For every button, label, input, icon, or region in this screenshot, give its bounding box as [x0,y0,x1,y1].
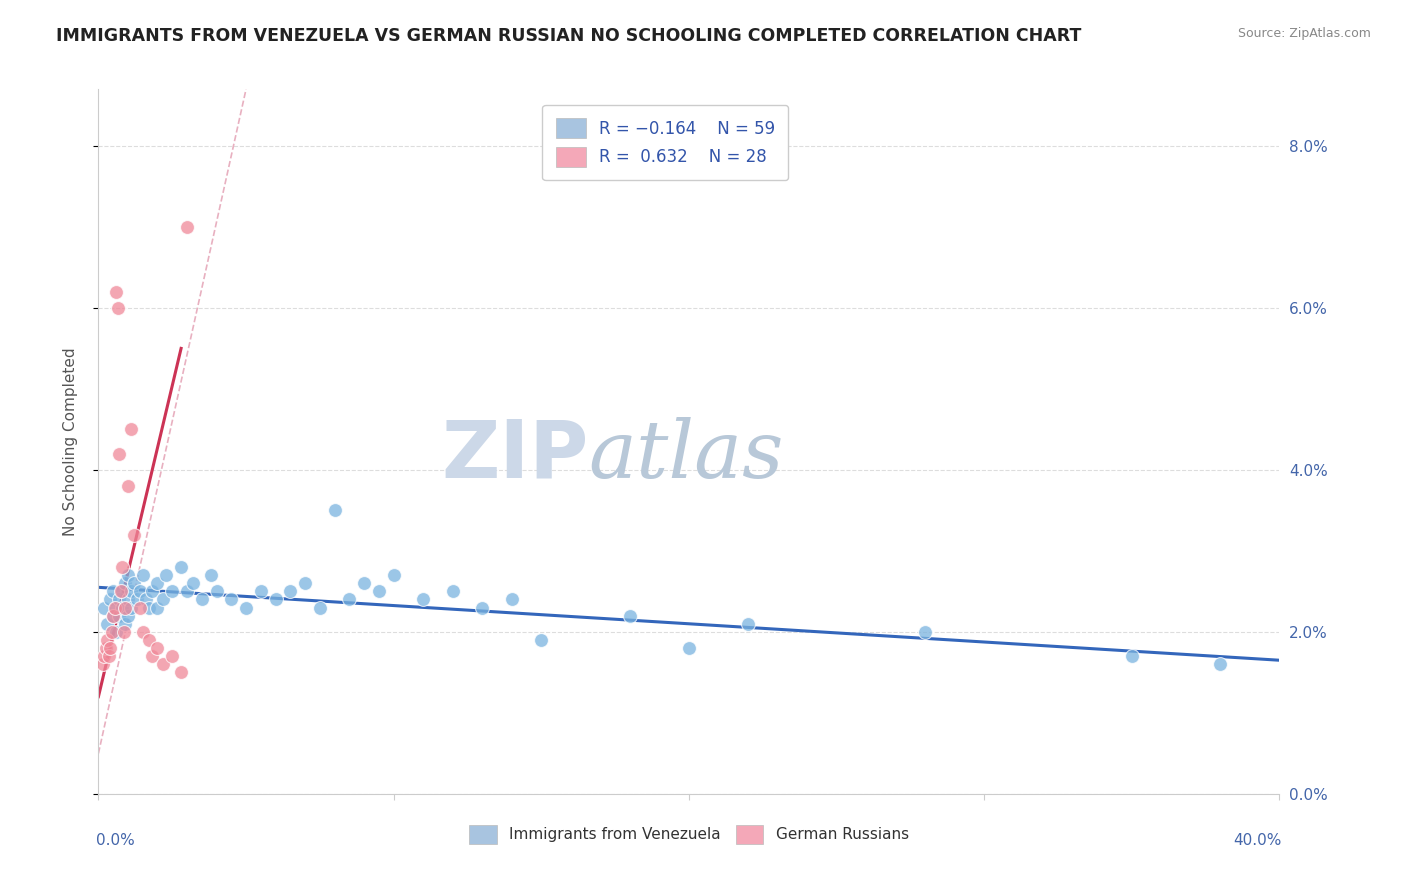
Point [108,447,131,461]
Point [181,576,204,591]
Point [103,584,125,599]
Point [170,665,193,680]
Point [105,624,128,639]
Point [382,568,405,582]
Point [105,285,128,299]
Point [200,568,222,582]
Point [294,576,316,591]
Point [96,616,118,631]
Point [221,592,243,607]
Point [205,584,228,599]
Point [155,568,177,582]
Point [114,616,136,631]
Point [471,600,494,615]
Text: atlas: atlas [589,417,785,494]
Point [117,592,139,607]
Point [619,608,641,623]
Point [103,608,125,623]
Point [97,649,120,664]
Point [339,592,361,607]
Point [250,584,273,599]
Point [111,600,134,615]
Point [122,576,145,591]
Point [98,592,121,607]
Point [108,592,131,607]
Y-axis label: No Schooling Completed: No Schooling Completed [63,347,77,536]
Point [93,600,115,615]
Point [93,649,115,664]
Text: IMMIGRANTS FROM VENEZUELA VS GERMAN RUSSIAN NO SCHOOLING COMPLETED CORRELATION C: IMMIGRANTS FROM VENEZUELA VS GERMAN RUSS… [56,27,1081,45]
Point [112,624,135,639]
Point [152,657,174,672]
Point [146,641,169,656]
Point [412,592,434,607]
Point [111,584,134,599]
Point [104,600,127,615]
Point [107,301,129,315]
Point [280,584,302,599]
Point [530,632,553,647]
Point [353,576,375,591]
Point [114,600,136,615]
Point [110,584,132,599]
Point [96,632,118,647]
Point [138,632,160,647]
Point [170,560,193,574]
Point [162,584,183,599]
Point [235,600,257,615]
Point [501,592,523,607]
Text: Source: ZipAtlas.com: Source: ZipAtlas.com [1237,27,1371,40]
Point [132,568,155,582]
Legend: Immigrants from Venezuela, German Russians: Immigrants from Venezuela, German Russia… [463,819,915,850]
Point [152,592,174,607]
Text: 40.0%: 40.0% [1233,832,1282,847]
Point [1121,649,1143,664]
Point [141,584,163,599]
Point [737,616,759,631]
Point [114,576,136,591]
Point [125,592,148,607]
Point [91,657,114,672]
Point [103,608,125,623]
Point [264,592,287,607]
Point [176,219,198,234]
Text: 0.0%: 0.0% [96,832,135,847]
Point [98,641,121,656]
Point [132,624,155,639]
Point [108,608,131,623]
Point [162,649,183,664]
Point [111,560,134,574]
Point [120,422,142,436]
Point [120,584,142,599]
Point [914,624,936,639]
Point [100,624,122,639]
Point [128,600,150,615]
Point [146,600,169,615]
Point [94,641,117,656]
Point [368,584,391,599]
Point [117,479,139,493]
Point [135,592,157,607]
Text: ZIP: ZIP [441,417,589,495]
Point [146,576,169,591]
Point [141,649,163,664]
Point [1209,657,1232,672]
Point [176,584,198,599]
Point [309,600,332,615]
Point [128,584,150,599]
Point [120,600,142,615]
Point [191,592,214,607]
Point [122,527,145,541]
Point [117,608,139,623]
Point [441,584,464,599]
Point [678,641,700,656]
Point [138,600,160,615]
Point [117,568,139,582]
Point [105,600,128,615]
Point [323,503,346,517]
